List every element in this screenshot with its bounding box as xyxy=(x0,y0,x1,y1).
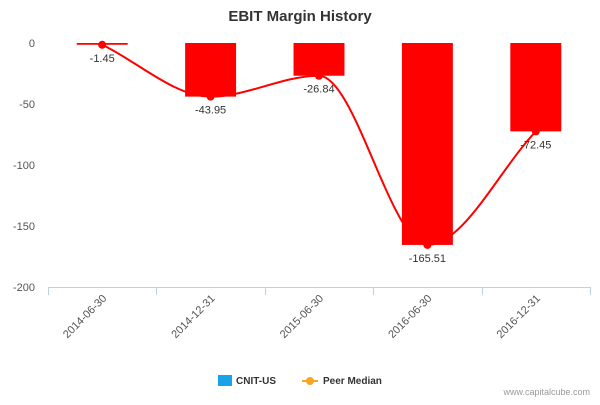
peer-median-point[interactable] xyxy=(206,92,215,101)
x-axis: 2014-06-30 2014-12-31 2015-06-30 2016-06-30… xyxy=(48,287,591,341)
peer-median-point[interactable] xyxy=(98,40,107,49)
legend-label-cnit-us: CNIT-US xyxy=(236,376,276,387)
bar[interactable] xyxy=(185,43,237,97)
data-label: -165.51 xyxy=(409,253,446,265)
data-label: -43.95 xyxy=(195,105,226,117)
legend-marker-peer-median xyxy=(306,377,314,385)
y-tick-label: 0 xyxy=(29,38,35,50)
bar-series xyxy=(76,43,562,245)
peer-median-series xyxy=(98,40,540,249)
legend-item-cnit-us[interactable]: CNIT-US xyxy=(218,375,276,387)
x-tick-label: 2016-06-30 xyxy=(386,293,434,341)
bar[interactable] xyxy=(293,43,345,76)
data-labels: -1.45 -43.95 -26.84 -165.51 -72.45 xyxy=(90,53,552,265)
y-tick-label: -50 xyxy=(19,99,35,111)
legend-swatch-cnit-us xyxy=(218,375,232,386)
peer-median-point[interactable] xyxy=(423,240,432,249)
data-label: -1.45 xyxy=(90,53,115,65)
data-label: -72.45 xyxy=(520,139,551,151)
data-label: -26.84 xyxy=(303,84,334,96)
y-axis: 0 -50 -100 -150 -200 xyxy=(13,38,35,294)
x-tick-label: 2015-06-30 xyxy=(278,293,326,341)
legend-label-peer-median: Peer Median xyxy=(323,376,382,387)
credit-text: www.capitalcube.com xyxy=(502,387,590,397)
bar[interactable] xyxy=(510,43,562,132)
peer-median-line xyxy=(101,43,537,246)
peer-median-point[interactable] xyxy=(531,127,540,136)
peer-median-point[interactable] xyxy=(315,71,323,80)
legend: CNIT-US Peer Median xyxy=(218,375,382,387)
chart-title: EBIT Margin History xyxy=(228,8,372,25)
legend-item-peer-median[interactable]: Peer Median xyxy=(302,376,382,387)
x-tick-label: 2016-12-31 xyxy=(495,293,543,341)
x-tick-label: 2014-12-31 xyxy=(169,293,217,341)
y-tick-label: -200 xyxy=(13,282,35,294)
y-tick-label: -100 xyxy=(13,160,35,172)
bar[interactable] xyxy=(401,43,453,245)
y-tick-label: -150 xyxy=(13,221,35,233)
x-tick-label: 2014-06-30 xyxy=(61,293,109,341)
